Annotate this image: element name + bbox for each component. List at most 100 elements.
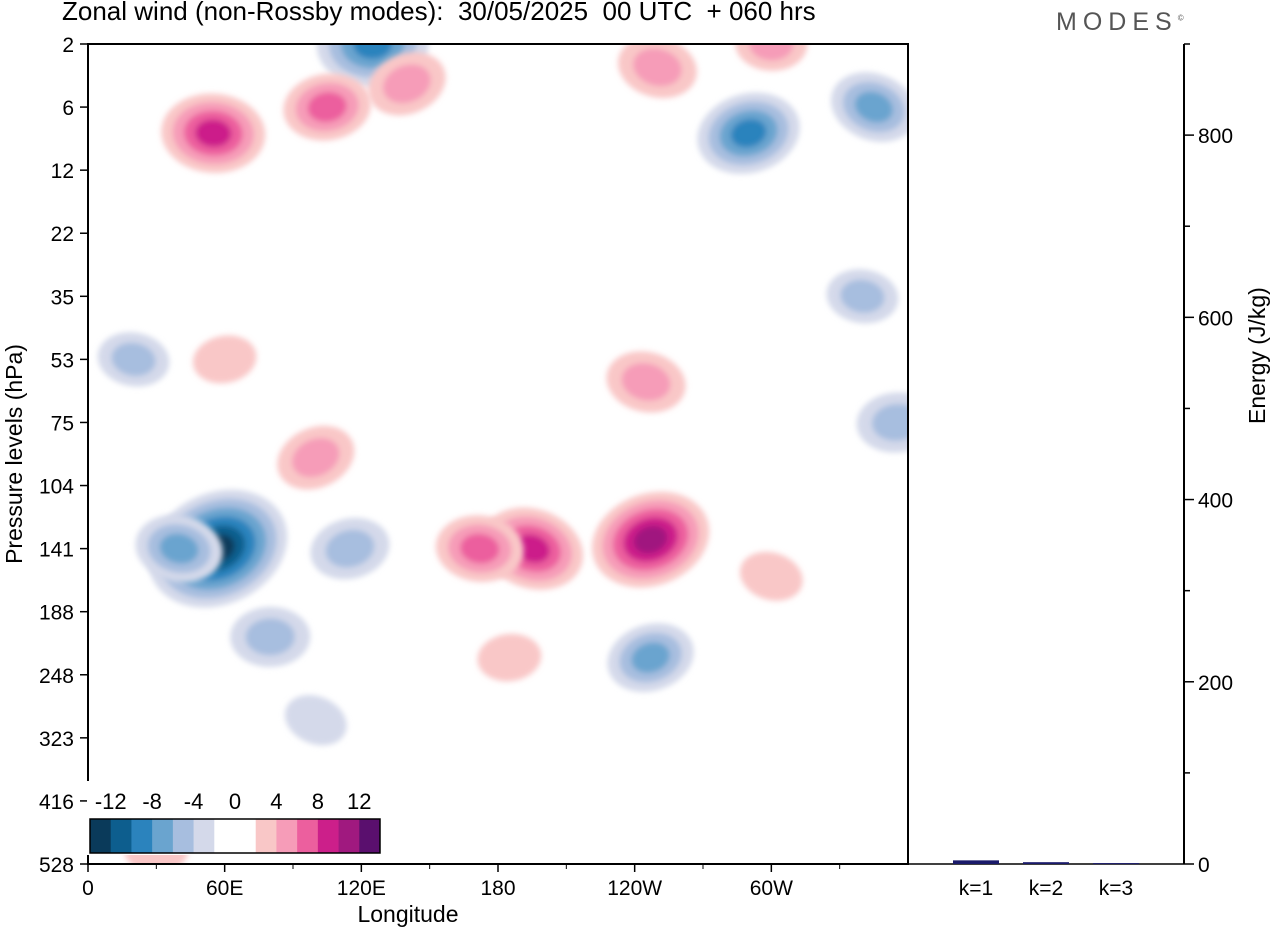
y-tick-label: 104 <box>39 476 74 499</box>
x-axis-label: Longitude <box>357 901 458 927</box>
wind-contour <box>111 342 156 377</box>
wind-contour <box>633 525 668 554</box>
energy-bar-chart: 0 200 400 600 800 k=1 k=2 k=3 Energy (J/kg) <box>908 43 1270 900</box>
x-tick-label: 60E <box>206 877 243 900</box>
wind-region <box>277 425 355 490</box>
energy-bar <box>1093 863 1139 865</box>
wind-region <box>310 517 390 580</box>
energy-bar <box>1023 862 1069 864</box>
wind-region <box>856 392 908 453</box>
wind-region <box>283 73 371 141</box>
y-axis-label: Pressure levels (hPa) <box>1 344 27 564</box>
wind-region <box>368 52 446 116</box>
colorbar-swatch <box>276 819 298 853</box>
energy-bar-label: k=2 <box>1029 877 1063 900</box>
wind-region <box>97 332 170 387</box>
wind-field <box>97 44 908 864</box>
colorbar-label: -4 <box>184 789 204 814</box>
x-tick-label: 0 <box>82 877 94 900</box>
chart-title: Zonal wind (non-Rossby modes): 30/05/202… <box>62 0 816 26</box>
wind-contour <box>739 551 803 601</box>
y-tick-label: 53 <box>51 349 74 372</box>
energy-tick-label: 200 <box>1198 672 1233 695</box>
colorbar-label: 0 <box>229 789 241 814</box>
y-tick-label: 75 <box>51 412 74 435</box>
colorbar-label: 12 <box>347 789 371 814</box>
y-tick-label: 35 <box>51 286 74 309</box>
wind-contour <box>854 91 893 123</box>
wind-region <box>606 351 686 413</box>
wind-region <box>735 44 808 71</box>
colorbar-swatch <box>152 819 174 853</box>
wind-region <box>592 491 710 588</box>
y-tick-label: 141 <box>39 539 74 562</box>
wind-contour <box>735 44 808 71</box>
colorbar-swatch <box>297 819 319 853</box>
energy-tick-label: 600 <box>1198 307 1233 330</box>
wind-region <box>435 515 524 582</box>
wind-contour <box>631 642 670 673</box>
energy-tick-label: 400 <box>1198 490 1233 513</box>
wind-region <box>161 93 266 173</box>
wind-contour <box>192 335 257 384</box>
colorbar-swatch <box>255 819 277 853</box>
wind-contour <box>514 534 550 563</box>
wind-contour <box>749 44 794 61</box>
colorbar-border <box>89 818 381 854</box>
y-tick-label: 416 <box>39 791 74 814</box>
colorbar-label: 8 <box>312 789 324 814</box>
colorbar-swatch <box>90 819 112 853</box>
energy-axis-label: Energy (J/kg) <box>1244 287 1270 424</box>
colorbar-swatch <box>193 819 215 853</box>
y-tick-label: 323 <box>39 728 74 751</box>
energy-bar-label: k=3 <box>1099 877 1133 900</box>
wind-contour <box>460 533 500 564</box>
wind-contour <box>840 279 885 313</box>
wind-contour <box>284 695 347 746</box>
y-tick-label: 12 <box>51 160 74 183</box>
wind-region <box>618 44 697 99</box>
wind-region <box>831 72 908 142</box>
energy-bar-label: k=1 <box>959 877 993 900</box>
colorbar-label: 4 <box>270 789 282 814</box>
y-tick-label: 528 <box>39 854 74 877</box>
wind-contour <box>195 119 232 148</box>
colorbar-swatch <box>172 819 194 853</box>
wind-region <box>826 269 899 324</box>
x-tick-label: 120W <box>607 877 662 900</box>
wind-region <box>697 92 800 174</box>
plot-background <box>88 44 908 864</box>
colorbar-swatch <box>338 819 360 853</box>
y-tick-label: 188 <box>39 602 74 625</box>
wind-region <box>230 606 311 667</box>
colorbar-label: -12 <box>95 789 127 814</box>
energy-tick-label: 0 <box>1198 854 1210 877</box>
colorbar-swatch <box>317 819 339 853</box>
wind-region <box>477 633 542 682</box>
wind-contour <box>633 48 682 87</box>
wind-region <box>284 695 347 746</box>
wind-region <box>607 623 694 692</box>
wind-contour <box>621 363 671 401</box>
y-tick-label: 22 <box>51 223 74 246</box>
wind-contour <box>307 92 347 122</box>
wind-contour <box>292 438 340 478</box>
y-tick-label: 2 <box>62 34 74 57</box>
wind-contour <box>245 618 295 656</box>
wind-contour <box>383 64 431 104</box>
wind-region <box>135 514 223 583</box>
x-tick-label: 120E <box>337 877 386 900</box>
wind-contour <box>325 529 375 568</box>
y-tick-label: 6 <box>62 97 74 120</box>
wind-contour <box>477 633 542 682</box>
colorbar-swatch <box>359 819 381 853</box>
energy-bar <box>953 860 999 864</box>
colorbar-swatch <box>131 819 153 853</box>
colorbar-swatch <box>235 819 257 853</box>
wind-region <box>192 335 257 384</box>
wind-contour <box>730 119 767 148</box>
wind-contour <box>872 403 908 441</box>
